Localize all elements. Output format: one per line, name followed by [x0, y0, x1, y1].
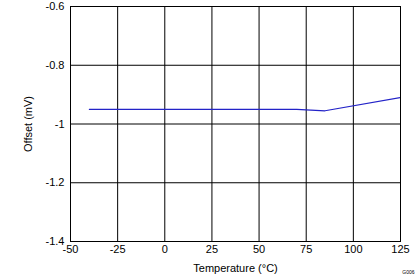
svg-text:G006: G006: [402, 269, 414, 275]
svg-text:100: 100: [344, 243, 362, 255]
svg-text:-1.2: -1.2: [46, 176, 65, 188]
svg-text:-0.6: -0.6: [46, 0, 65, 12]
svg-text:25: 25: [206, 243, 218, 255]
svg-text:50: 50: [253, 243, 265, 255]
svg-text:-50: -50: [63, 243, 79, 255]
svg-text:125: 125: [391, 243, 409, 255]
svg-text:Temperature (°C): Temperature (°C): [193, 262, 277, 274]
svg-text:-25: -25: [110, 243, 126, 255]
svg-text:Offset (mV): Offset (mV): [22, 96, 34, 152]
svg-text:0: 0: [162, 243, 168, 255]
svg-text:75: 75: [300, 243, 312, 255]
svg-text:-0.8: -0.8: [46, 59, 65, 71]
svg-text:-1: -1: [55, 118, 65, 130]
svg-text:-1.4: -1.4: [46, 235, 65, 247]
